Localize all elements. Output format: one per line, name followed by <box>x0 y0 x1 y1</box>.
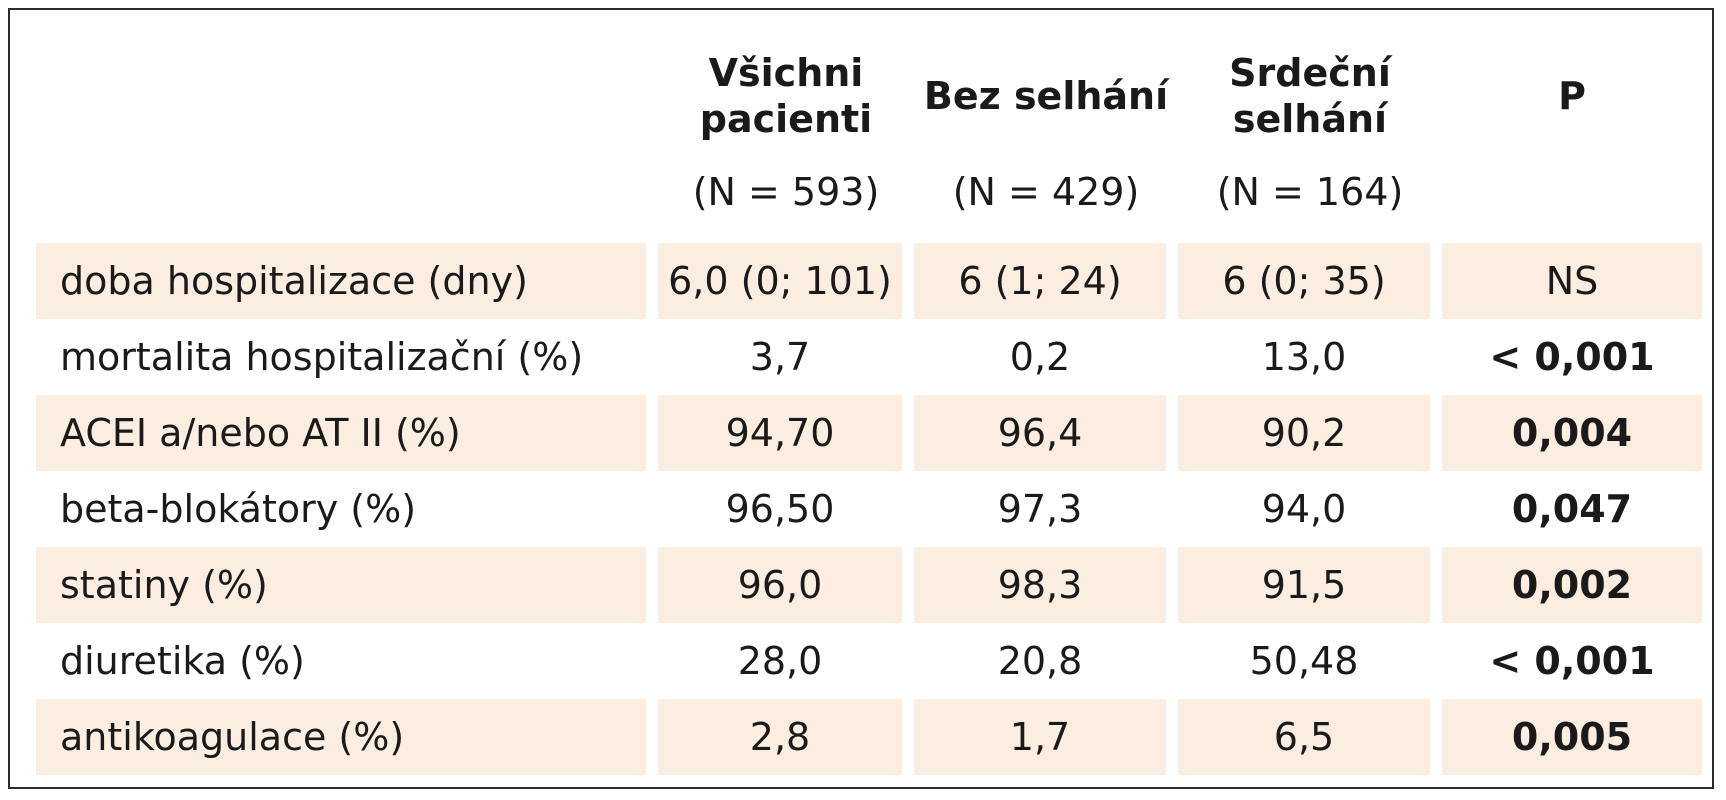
value-all: 28,0 <box>737 639 823 683</box>
value-p: < 0,001 <box>1489 639 1655 683</box>
row-label: mortalita hospitalizační (%) <box>60 335 584 379</box>
row-label: diuretika (%) <box>60 639 305 683</box>
header-heart-failure-title: Srdeční selhání <box>1229 50 1391 142</box>
header-without-failure-title: Bez selhání <box>924 50 1168 142</box>
header-without-failure: Bez selhání (N = 429) <box>914 50 1178 243</box>
header-without-failure-line1: Bez selhání <box>923 74 1169 118</box>
header-row: Všichni pacienti (N = 593) Bez selhání (… <box>36 50 1702 243</box>
header-all-patients-line2: pacienti <box>699 97 873 141</box>
header-all-patients: Všichni pacienti (N = 593) <box>658 50 914 243</box>
value-heart-failure: 6 (0; 35) <box>1178 243 1430 319</box>
table-row: beta-blokátory (%) 96,50 97,3 94,0 0,047 <box>36 471 1702 547</box>
table-row: antikoagulace (%) 2,8 1,7 6,5 0,005 <box>36 699 1702 775</box>
value-all: 2,8 <box>658 699 902 775</box>
value-without-failure: 96,4 <box>914 395 1166 471</box>
value-all: 96,0 <box>658 547 902 623</box>
value-heart-failure: 6,5 <box>1178 699 1430 775</box>
header-p-value-line1: P <box>1558 74 1586 118</box>
table-row: statiny (%) 96,0 98,3 91,5 0,002 <box>36 547 1702 623</box>
value-without-failure: 98,3 <box>914 547 1166 623</box>
row-label: doba hospitalizace (dny) <box>36 243 646 319</box>
table-row: mortalita hospitalizační (%) 3,7 0,2 13,… <box>36 319 1702 395</box>
header-p-value: P <box>1442 50 1702 243</box>
header-all-patients-title: Všichni pacienti <box>700 50 872 142</box>
header-all-patients-line1: Všichni <box>708 51 864 95</box>
header-heart-failure: Srdeční selhání (N = 164) <box>1178 50 1442 243</box>
row-label: antikoagulace (%) <box>36 699 646 775</box>
value-all: 6,0 (0; 101) <box>658 243 902 319</box>
header-heart-failure-n: (N = 164) <box>1216 170 1404 214</box>
value-all: 94,70 <box>658 395 902 471</box>
value-p: NS <box>1442 243 1702 319</box>
value-p: 0,047 <box>1511 487 1633 531</box>
value-p: 0,004 <box>1442 395 1702 471</box>
table-row: diuretika (%) 28,0 20,8 50,48 < 0,001 <box>36 623 1702 699</box>
table-row: doba hospitalizace (dny) 6,0 (0; 101) 6 … <box>36 243 1702 319</box>
row-label: ACEI a/nebo AT II (%) <box>36 395 646 471</box>
value-heart-failure: 50,48 <box>1249 639 1359 683</box>
header-empty <box>36 50 658 243</box>
value-without-failure: 0,2 <box>1009 335 1071 379</box>
value-heart-failure: 13,0 <box>1261 335 1347 379</box>
value-p: 0,002 <box>1442 547 1702 623</box>
value-without-failure: 20,8 <box>997 639 1083 683</box>
value-p: < 0,001 <box>1489 335 1655 379</box>
header-without-failure-n: (N = 429) <box>952 170 1140 214</box>
value-all: 96,50 <box>725 487 835 531</box>
header-heart-failure-line1: Srdeční <box>1229 51 1391 95</box>
value-p: 0,005 <box>1442 699 1702 775</box>
table-row: ACEI a/nebo AT II (%) 94,70 96,4 90,2 0,… <box>36 395 1702 471</box>
value-all: 3,7 <box>749 335 811 379</box>
header-all-patients-n: (N = 593) <box>692 170 880 214</box>
value-heart-failure: 94,0 <box>1261 487 1347 531</box>
header-p-value-title: P <box>1558 50 1586 142</box>
value-without-failure: 97,3 <box>997 487 1083 531</box>
value-without-failure: 1,7 <box>914 699 1166 775</box>
data-table: Všichni pacienti (N = 593) Bez selhání (… <box>36 50 1702 775</box>
row-label: beta-blokátory (%) <box>60 487 417 531</box>
table-frame: Všichni pacienti (N = 593) Bez selhání (… <box>8 8 1714 789</box>
value-heart-failure: 91,5 <box>1178 547 1430 623</box>
value-heart-failure: 90,2 <box>1178 395 1430 471</box>
value-without-failure: 6 (1; 24) <box>914 243 1166 319</box>
header-heart-failure-line2: selhání <box>1232 97 1388 141</box>
row-label: statiny (%) <box>36 547 646 623</box>
